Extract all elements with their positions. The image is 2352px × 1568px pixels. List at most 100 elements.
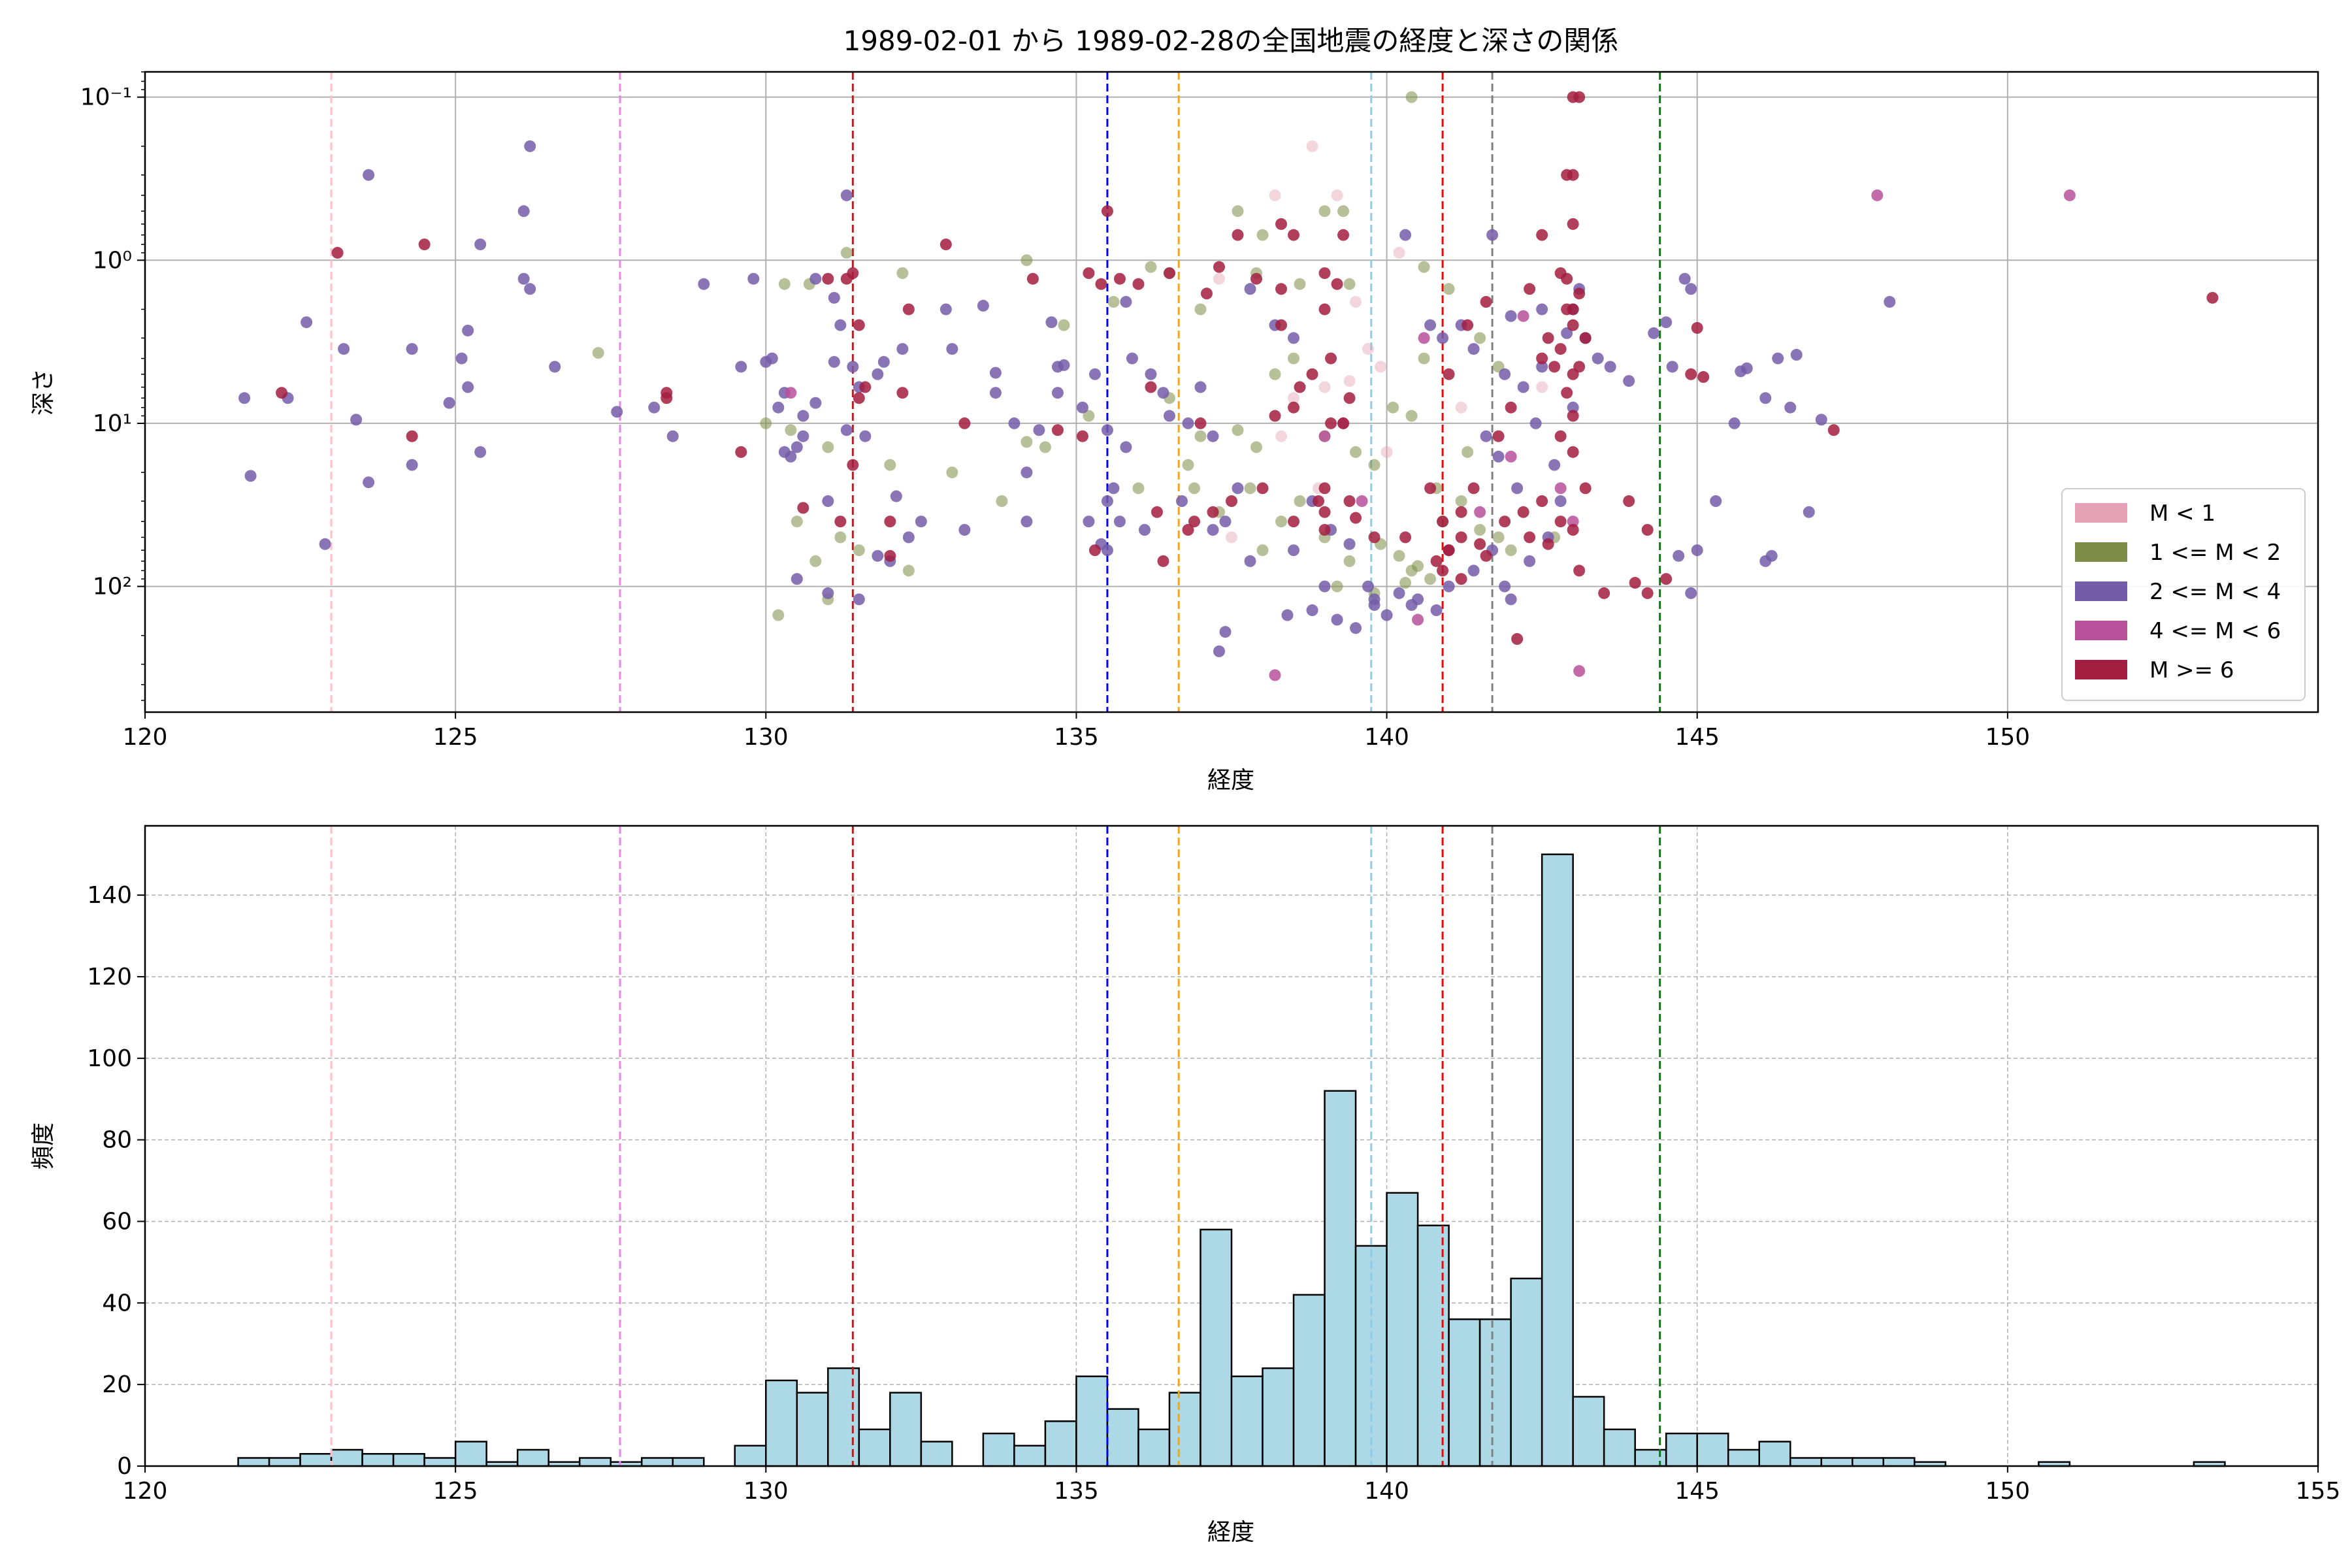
scatter-point: [1275, 319, 1288, 331]
scatter-points: [238, 91, 2219, 681]
scatter-point: [1641, 523, 1654, 536]
scatter-point: [1536, 381, 1548, 393]
histogram-bar: [1478, 1318, 1512, 1467]
scatter-point: [853, 593, 865, 606]
scatter-point: [1318, 205, 1331, 218]
scatter-point: [1138, 523, 1151, 536]
scatter-point: [1318, 482, 1331, 495]
scatter-point: [1101, 544, 1113, 557]
scatter-point: [1430, 604, 1443, 617]
scatter-y-label: 深さ: [30, 368, 57, 416]
scatter-point: [1288, 332, 1300, 344]
scatter-point: [1759, 555, 1772, 567]
scatter-point: [859, 430, 872, 442]
scatter-point: [791, 515, 803, 528]
scatter-point: [1021, 466, 1033, 479]
scatter-point: [1337, 205, 1350, 218]
histogram-bar: [237, 1457, 270, 1467]
scatter-point: [989, 387, 1002, 399]
scatter-point: [1318, 381, 1331, 393]
legend-swatch-m-ge-6: [2075, 660, 2127, 679]
scatter-point: [1579, 332, 1592, 344]
scatter-point: [1740, 362, 1753, 374]
scatter-point: [847, 459, 859, 471]
histogram-bar: [858, 1428, 891, 1467]
scatter-point: [1281, 609, 1294, 621]
scatter-point: [1573, 287, 1586, 300]
scatter-point: [797, 430, 809, 442]
scatter-point: [1567, 446, 1579, 458]
scatter-point: [1517, 506, 1529, 518]
scatter-point: [1554, 482, 1567, 495]
legend-label-m-lt-1: M < 1: [2149, 500, 2215, 527]
scatter-point: [1418, 332, 1430, 344]
scatter-point: [1673, 549, 1685, 562]
histogram-bar: [1386, 1192, 1419, 1467]
scatter-point: [1318, 267, 1331, 280]
scatter-point: [1256, 229, 1269, 241]
scatter-point: [735, 446, 747, 458]
histogram-bar: [1510, 1277, 1543, 1467]
scatter-point: [1058, 359, 1070, 371]
scatter-point: [778, 278, 791, 290]
histogram-y-ticks: 0 20 40 60 80 100 120 140: [87, 882, 145, 1480]
scatter-point: [1567, 410, 1579, 422]
scatter-point: [1294, 278, 1306, 290]
scatter-point: [1200, 287, 1213, 300]
scatter-point: [1051, 387, 1064, 399]
scatter-point: [1343, 375, 1356, 387]
histogram-bar: [516, 1448, 549, 1467]
scatter-point: [853, 544, 865, 557]
scatter-point: [2063, 189, 2076, 201]
histogram-bar: [1541, 853, 1574, 1467]
scatter-point: [1486, 229, 1499, 241]
scatter-point: [1405, 410, 1418, 422]
scatter-y-ticks: 10⁻¹ 10⁰ 10¹ 10²: [80, 71, 145, 701]
scatter-point: [1437, 515, 1449, 528]
scatter-point: [1542, 538, 1554, 550]
scatter-point: [1337, 229, 1350, 241]
scatter-point: [884, 549, 896, 562]
scatter-point: [902, 303, 915, 316]
scatter-point: [1455, 401, 1467, 414]
histogram-x-ticks: 120 125 130 135 140 145 150 155: [123, 1466, 2340, 1505]
scatter-point: [1567, 368, 1579, 380]
scatter-point: [1232, 205, 1244, 218]
scatter-point: [1350, 446, 1362, 458]
scatter-point: [1604, 361, 1616, 373]
histogram-bar: [1013, 1445, 1047, 1467]
legend-swatch-m-lt-1: [2075, 503, 2127, 523]
scatter-point: [474, 446, 487, 458]
scatter-point: [1331, 580, 1343, 593]
scatter-point: [902, 531, 915, 544]
scatter-point: [785, 424, 797, 436]
scatter-point: [1188, 515, 1200, 528]
scatter-point: [1343, 538, 1356, 550]
scatter-point: [1505, 544, 1517, 557]
scatter-point: [896, 387, 909, 399]
histogram-y-tick-label: 100: [87, 1045, 132, 1072]
scatter-point: [1443, 368, 1455, 380]
scatter-point: [1474, 523, 1486, 536]
scatter-point: [1194, 417, 1207, 429]
scatter-point: [1623, 375, 1635, 387]
scatter-point: [666, 430, 679, 442]
scatter-point: [1145, 368, 1157, 380]
scatter-point: [859, 381, 872, 393]
histogram-bar: [734, 1445, 767, 1467]
scatter-point: [1405, 599, 1418, 612]
scatter-point: [1244, 283, 1256, 295]
legend-frame: [2061, 488, 2306, 701]
scatter-point: [1051, 424, 1064, 436]
scatter-point: [698, 278, 710, 290]
histogram-x-tick-label: 145: [1674, 1478, 1720, 1505]
scatter-point: [1269, 189, 1281, 201]
histogram-bar: [454, 1441, 487, 1467]
scatter-point: [1815, 414, 1827, 426]
scatter-point: [1306, 140, 1318, 152]
scatter-point: [1803, 506, 1815, 518]
scatter-point: [1579, 482, 1592, 495]
scatter-point: [1380, 446, 1393, 458]
scatter-point: [1101, 424, 1113, 436]
scatter-point: [872, 368, 884, 380]
